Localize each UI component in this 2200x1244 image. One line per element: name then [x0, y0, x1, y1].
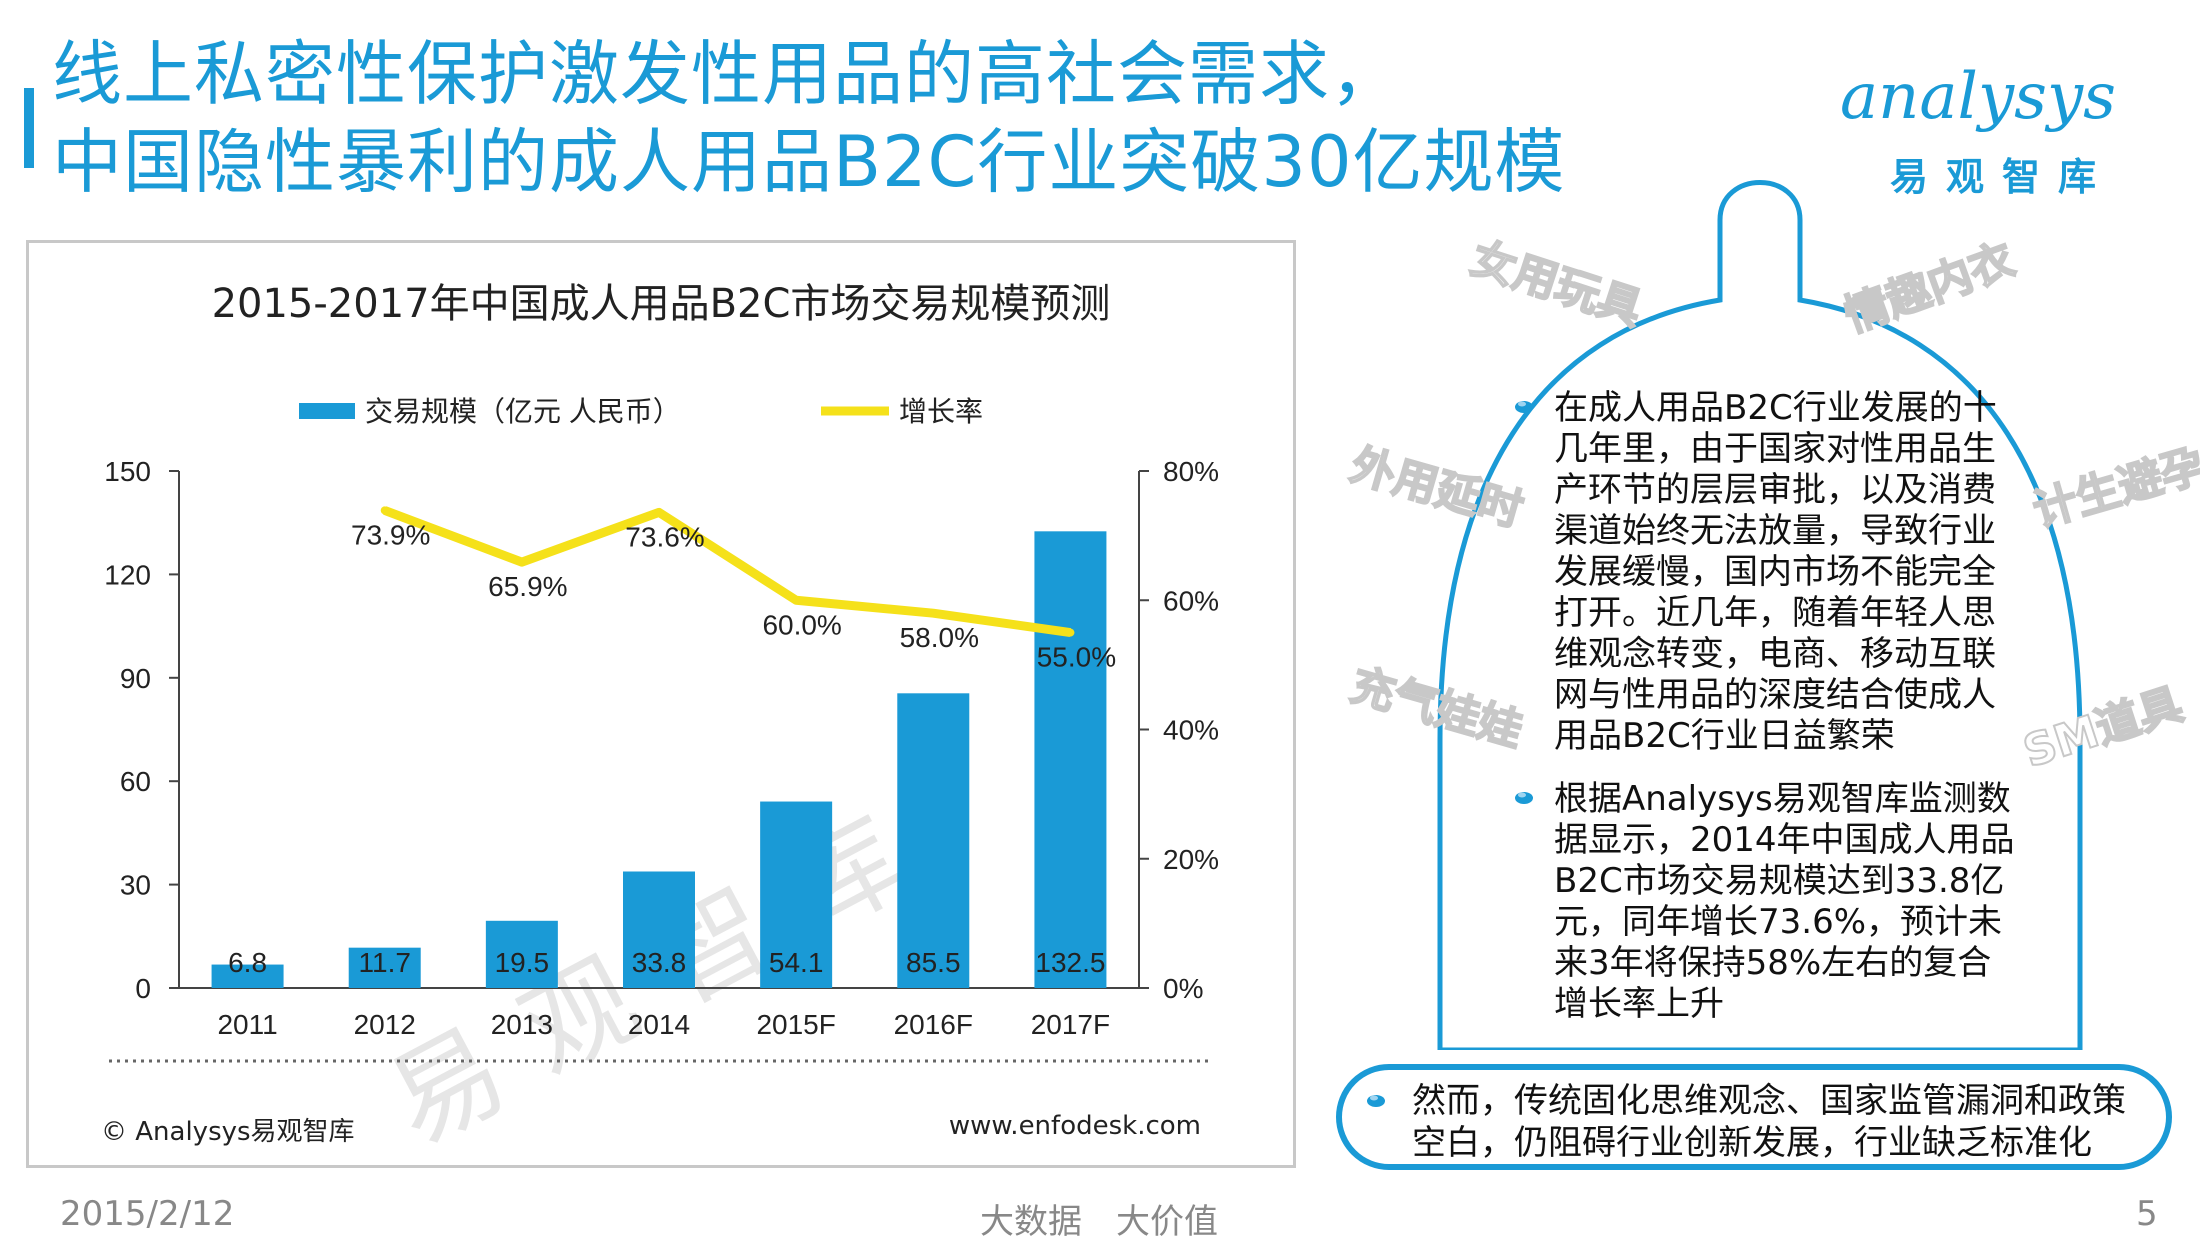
y-left-tick-label: 120 — [104, 559, 151, 590]
growth-rate-label: 55.0% — [1037, 642, 1116, 673]
growth-rate-line — [383, 506, 1072, 638]
y-right-tick-label: 40% — [1163, 715, 1219, 746]
analysys-logo: analysys 易观智库 — [1830, 60, 2160, 200]
y-left-tick-label: 30 — [120, 870, 151, 901]
growth-rate-label: 73.6% — [625, 521, 704, 552]
conclusion-text-wrap: 然而，传统固化思维观念、国家监管漏洞和政策空白，仍阻碍行业创新发展，行业缺乏标准… — [1367, 1080, 2152, 1164]
growth-rate-point — [792, 596, 801, 605]
page-title-line1: 线上私密性保护激发性用品的高社会需求， — [52, 33, 1401, 115]
growth-rate-label: 65.9% — [488, 571, 567, 602]
bar — [485, 920, 558, 988]
y-left-tick-label: 90 — [120, 663, 151, 694]
bar-value-label: 132.5 — [1035, 947, 1105, 978]
bullet-icon — [1367, 1095, 1385, 1107]
x-tick-label: 2017F — [1031, 1009, 1110, 1040]
x-tick-label: 2016F — [894, 1009, 973, 1040]
x-tick-label: 2011 — [217, 1009, 277, 1040]
bar — [1034, 531, 1107, 988]
bar-value-label: 19.5 — [495, 947, 550, 978]
dome-shape — [1437, 180, 2083, 1050]
x-tick-label: 2013 — [491, 1009, 553, 1040]
chart-canvas: 0 30 60 90 120 150 0% 20% 40% 60% 80% 6.8 2011 11.7 20… — [104, 396, 1219, 1063]
growth-rate-label: 60.0% — [762, 609, 841, 640]
title-accent-bar — [24, 88, 34, 168]
bullet-icon — [1515, 792, 1533, 804]
bullet-item: 在成人用品B2C行业发展的十几年里，由于国家对性用品生产环节的层层审批，以及消费… — [1510, 388, 2020, 757]
bar — [211, 964, 284, 988]
bar-value-label: 6.8 — [228, 947, 267, 978]
growth-rate-label: 73.9% — [351, 519, 430, 550]
bar-value-label: 85.5 — [906, 947, 961, 978]
growth-rate-point — [929, 609, 938, 618]
growth-rate-point — [655, 508, 663, 517]
bar-value-label: 54.1 — [769, 947, 824, 978]
growth-rate-point — [1066, 628, 1075, 637]
y-right-tick-label: 80% — [1163, 456, 1219, 487]
bullet-text: 根据Analysys易观智库监测数据显示，2014年中国成人用品B2C市场交易规… — [1554, 779, 2015, 1024]
growth-rate-label: 58.0% — [900, 622, 979, 653]
logo-wordmark: analysys — [1840, 60, 2116, 134]
bar — [623, 871, 695, 988]
footer-date: 2015/2/12 — [60, 1194, 235, 1234]
chart-panel: 易观智库 03060901201500%20%40%60%80%6.820111… — [26, 240, 1296, 1169]
x-tick-label: 2015F — [756, 1009, 835, 1040]
bar — [760, 801, 833, 988]
bullet-icon — [1515, 401, 1533, 413]
footer-slogan: 大数据 大价值 — [980, 1202, 1218, 1242]
bullet-item: 根据Analysys易观智库监测数据显示，2014年中国成人用品B2C市场交易规… — [1510, 779, 2020, 1025]
growth-rate-point — [380, 506, 389, 515]
insight-bullets: 在成人用品B2C行业发展的十几年里，由于国家对性用品生产环节的层层审批，以及消费… — [1510, 388, 2020, 1047]
conclusion-box: 然而，传统固化思维观念、国家监管漏洞和政策空白，仍阻碍行业创新发展，行业缺乏标准… — [1336, 1064, 2172, 1170]
y-left-tick-label: 150 — [104, 456, 151, 487]
page-number: 5 — [2136, 1194, 2158, 1234]
chart-url: www.enfodesk.com — [948, 1111, 1201, 1141]
bar — [897, 693, 970, 988]
y-left-tick-label: 0 — [135, 973, 151, 1004]
y-left-tick-label: 60 — [120, 766, 151, 797]
bullet-text: 在成人用品B2C行业发展的十几年里，由于国家对性用品生产环节的层层审批，以及消费… — [1554, 388, 1997, 756]
x-tick-label: 2012 — [354, 1009, 416, 1040]
conclusion-text: 然而，传统固化思维观念、国家监管漏洞和政策空白，仍阻碍行业创新发展，行业缺乏标准… — [1412, 1081, 2126, 1163]
bar — [348, 947, 421, 988]
legend-bar-label: 交易规模（亿元 人民币） — [365, 396, 681, 427]
bar-value-label: 33.8 — [632, 947, 687, 978]
y-right-tick-label: 20% — [1163, 844, 1219, 875]
y-right-tick-label: 60% — [1163, 585, 1219, 616]
x-tick-label: 2014 — [628, 1009, 690, 1040]
legend-line-label: 增长率 — [899, 396, 983, 427]
growth-rate-point — [517, 558, 526, 567]
legend-bar-swatch — [299, 403, 355, 419]
chart-source: © Analysys易观智库 — [101, 1117, 355, 1147]
chart-title: 2015-2017年中国成人用品B2C市场交易规模预测 — [211, 281, 1111, 327]
page-title-line2: 中国隐性暴利的成人用品B2C行业突破30亿规模 — [52, 121, 1566, 203]
y-right-tick-label: 0% — [1163, 973, 1203, 1004]
logo-subtitle: 易观智库 — [1890, 155, 2115, 199]
bar-value-label: 11.7 — [359, 947, 411, 978]
